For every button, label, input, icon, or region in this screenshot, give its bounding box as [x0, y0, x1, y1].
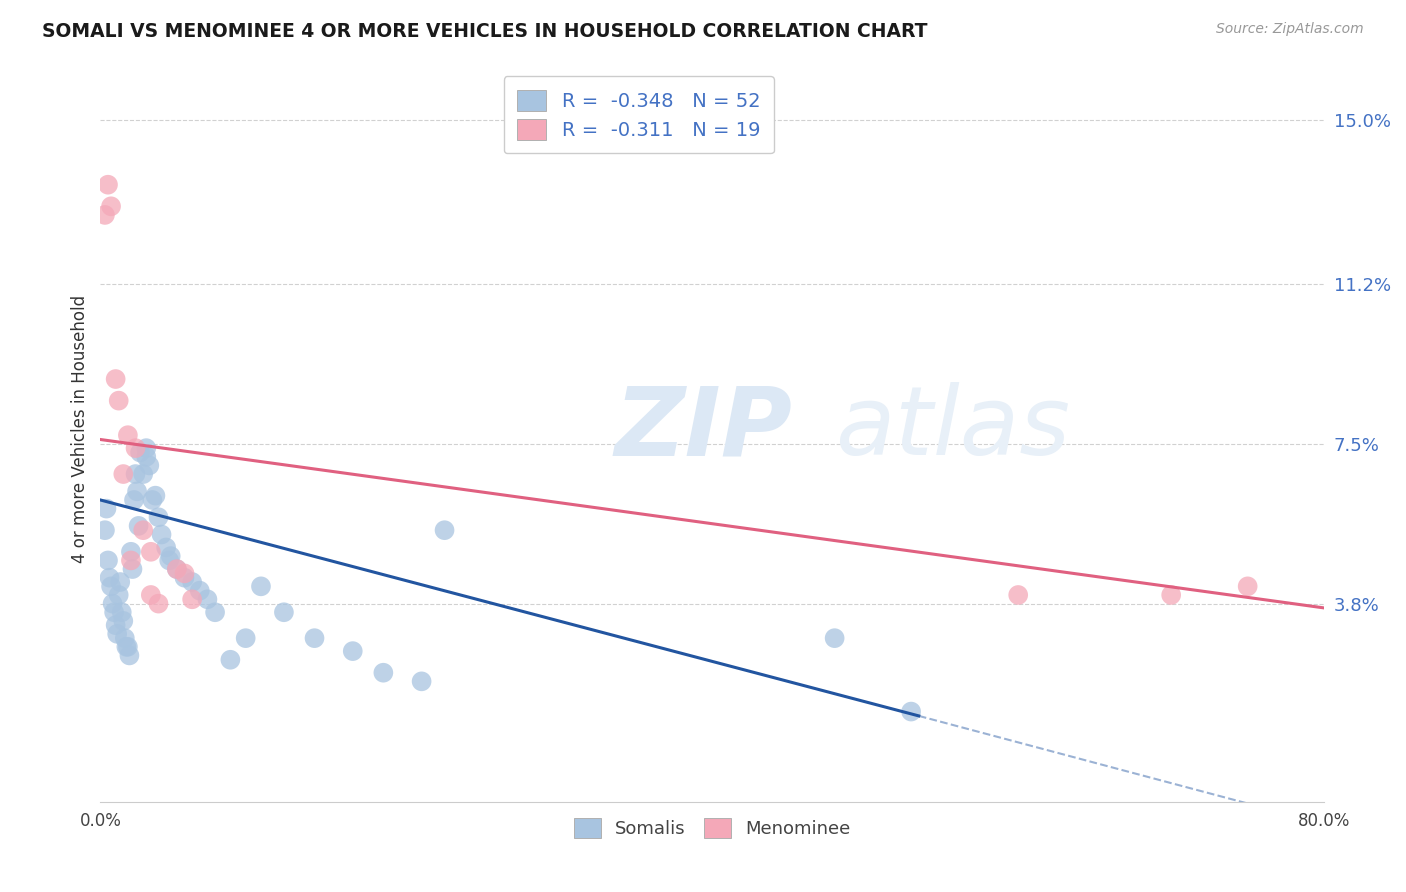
Point [150, 527, 173, 541]
Point [373, 665, 395, 680]
Point [204, 605, 226, 619]
Point [122, 492, 145, 507]
Point [104, 618, 127, 632]
Point [114, 631, 136, 645]
Point [100, 579, 122, 593]
Point [148, 510, 170, 524]
Point [120, 545, 142, 559]
Point [141, 492, 163, 507]
Point [145, 489, 167, 503]
Point [103, 605, 125, 619]
Point [173, 571, 195, 585]
Point [115, 640, 138, 654]
Point [97, 178, 120, 192]
Point [1236, 579, 1258, 593]
Y-axis label: 4 or more Vehicles in Household: 4 or more Vehicles in Household [72, 294, 89, 563]
Point [197, 592, 219, 607]
Point [107, 588, 129, 602]
Point [132, 467, 155, 481]
Point [235, 631, 257, 645]
Point [94, 208, 117, 222]
Point [112, 614, 135, 628]
Point [98, 571, 121, 585]
Text: ZIP: ZIP [614, 382, 792, 475]
Point [124, 441, 146, 455]
Point [139, 545, 162, 559]
Point [111, 605, 134, 619]
Text: SOMALI VS MENOMINEE 4 OR MORE VEHICLES IN HOUSEHOLD CORRELATION CHART: SOMALI VS MENOMINEE 4 OR MORE VEHICLES I… [42, 22, 928, 41]
Point [138, 458, 160, 473]
Point [125, 484, 148, 499]
Point [97, 553, 120, 567]
Point [173, 566, 195, 581]
Point [117, 640, 139, 654]
Point [105, 627, 128, 641]
Point [118, 648, 141, 663]
Point [107, 393, 129, 408]
Point [120, 553, 142, 567]
Point [148, 597, 170, 611]
Point [112, 467, 135, 481]
Point [128, 519, 150, 533]
Point [1007, 588, 1029, 602]
Point [139, 588, 162, 602]
Point [900, 705, 922, 719]
Point [273, 605, 295, 619]
Point [342, 644, 364, 658]
Point [132, 523, 155, 537]
Point [166, 562, 188, 576]
Point [100, 199, 122, 213]
Point [166, 562, 188, 576]
Point [159, 549, 181, 563]
Point [94, 523, 117, 537]
Point [135, 450, 157, 464]
Point [219, 653, 242, 667]
Point [188, 583, 211, 598]
Point [157, 553, 180, 567]
Point [110, 574, 132, 589]
Point [411, 674, 433, 689]
Point [250, 579, 273, 593]
Point [96, 501, 118, 516]
Point [101, 597, 124, 611]
Point [117, 428, 139, 442]
Point [104, 372, 127, 386]
Point [304, 631, 326, 645]
Point [433, 523, 456, 537]
Point [129, 445, 152, 459]
Point [155, 541, 177, 555]
Legend: Somalis, Menominee: Somalis, Menominee [567, 811, 858, 846]
Point [824, 631, 846, 645]
Text: atlas: atlas [835, 382, 1070, 475]
Point [135, 441, 157, 455]
Point [124, 467, 146, 481]
Point [181, 574, 204, 589]
Text: Source: ZipAtlas.com: Source: ZipAtlas.com [1216, 22, 1364, 37]
Point [181, 592, 204, 607]
Point [1160, 588, 1182, 602]
Point [121, 562, 143, 576]
